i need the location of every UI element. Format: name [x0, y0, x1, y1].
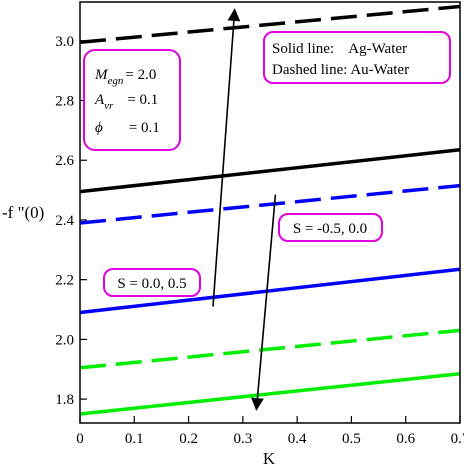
- x-tick-label: 0.3: [233, 431, 252, 447]
- series-line-ag-water-s-neg0_5: [79, 371, 461, 416]
- series-line-ag-water-s-0_5: [79, 148, 461, 194]
- x-axis: 0 0.1 0.2 0.3 0.4 0.5 0.6 0.7: [76, 416, 464, 447]
- y-tick-label: 2.6: [55, 153, 74, 169]
- series-line-ag-water-s-0_0: [79, 267, 461, 315]
- legend-box: Solid line: Ag-Water Dashed line: Au-Wat…: [263, 31, 451, 84]
- y-tick-label: 2.2: [55, 273, 74, 289]
- annotation-layer: [212, 8, 277, 411]
- legend-line-solid: Solid line: Ag-Water: [272, 41, 407, 57]
- param-a-vr: Avr = 0.1: [94, 92, 158, 112]
- x-tick-label: 0.7: [451, 431, 464, 447]
- x-tick-label: 0.1: [125, 431, 144, 447]
- annotation-s-upper: S = 0.0, 0.5: [103, 268, 201, 297]
- series-line-au-water-s-0_5: [79, 4, 461, 45]
- annotation-s-upper-label: S = 0.0, 0.5: [117, 276, 186, 292]
- series-line-au-water-s-0_0: [79, 183, 461, 225]
- series-line-au-water-s-neg0_5: [79, 328, 461, 370]
- y-tick-label: 2.0: [55, 332, 74, 348]
- y-axis: 1.8 2.0 2.2 2.4 2.6 2.8 3.0: [55, 34, 87, 408]
- y-axis-title: -f "(0): [2, 203, 44, 222]
- y-tick-label: 3.0: [55, 34, 74, 50]
- annotation-s-lower-label: S = -0.5, 0.0: [293, 221, 367, 237]
- x-tick-label: 0.2: [179, 431, 198, 447]
- x-tick-label: 0.4: [288, 431, 307, 447]
- annotation-s-lower: S = -0.5, 0.0: [278, 213, 383, 242]
- param-m-egn: Megn = 2.0: [94, 67, 156, 87]
- x-tick-label: 0: [76, 431, 84, 447]
- param-phi: ϕ = 0.1: [95, 120, 160, 136]
- x-tick-label: 0.6: [396, 431, 415, 447]
- y-tick-label: 2.4: [55, 213, 74, 229]
- parameter-box: Megn = 2.0 Avr = 0.1 ϕ = 0.1: [83, 49, 181, 151]
- plot-frame: [79, 1, 461, 424]
- annotation-arrow-1: [251, 194, 277, 411]
- series-layer: [79, 4, 461, 416]
- legend-line-dashed: Dashed line: Au-Water: [272, 62, 409, 78]
- y-tick-label: 1.8: [55, 392, 74, 408]
- y-tick-label: 2.8: [55, 94, 74, 110]
- x-axis-title: K: [263, 449, 276, 468]
- x-tick-label: 0.5: [342, 431, 361, 447]
- annotation-arrow-0: [212, 8, 241, 307]
